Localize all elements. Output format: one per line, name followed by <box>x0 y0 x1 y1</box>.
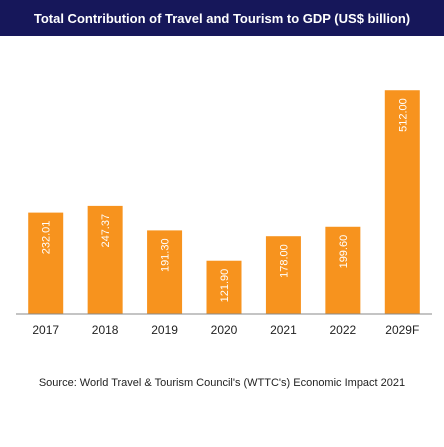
chart-title: Total Contribution of Travel and Tourism… <box>33 10 411 26</box>
bar <box>325 226 361 314</box>
source-note: Source: World Travel & Tourism Council's… <box>38 377 406 389</box>
x-tick-label: 2017 <box>32 323 59 337</box>
x-tick-label: 2029F <box>385 323 419 337</box>
bar <box>384 90 420 315</box>
x-tick-label: 2020 <box>211 323 238 337</box>
bar-value-label: 178.00 <box>278 244 290 278</box>
bar-value-label: 199.60 <box>338 235 350 269</box>
bar <box>147 230 183 314</box>
bar-value-label: 247.37 <box>100 214 112 248</box>
x-tick-label: 2021 <box>270 323 297 337</box>
bar <box>206 260 242 314</box>
bar-value-label: 512.00 <box>397 98 409 132</box>
bar <box>28 212 64 314</box>
chart-title-bar: Total Contribution of Travel and Tourism… <box>0 0 444 36</box>
x-tick-label: 2022 <box>330 323 357 337</box>
x-tick-label: 2019 <box>151 323 178 337</box>
bar-value-label: 121.90 <box>219 269 231 303</box>
bar <box>87 205 123 314</box>
x-tick-label: 2018 <box>92 323 119 337</box>
bar-value-label: 191.30 <box>160 238 172 272</box>
bar-value-label: 232.01 <box>41 221 53 255</box>
bar <box>265 236 301 314</box>
